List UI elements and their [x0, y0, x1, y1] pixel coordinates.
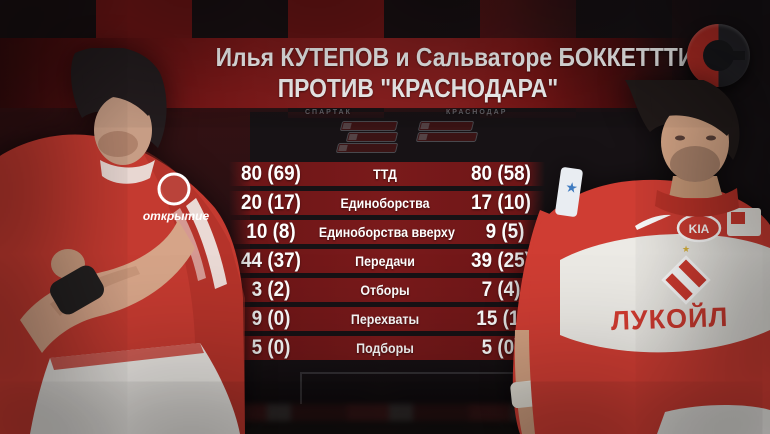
- right-player-value: 17 (10): [471, 191, 531, 214]
- left-player-value: 20 (17): [241, 191, 301, 214]
- hair-fringe: [650, 84, 733, 136]
- home-team-name: СПАРТАК: [305, 109, 352, 116]
- metric-label: Перехваты: [350, 311, 420, 327]
- substitution-badge: [339, 121, 399, 131]
- substitution-badge: [345, 132, 399, 142]
- metric-label: Единоборства: [340, 195, 430, 211]
- left-player-value: 44 (37): [241, 249, 301, 272]
- spartak-badge: [661, 255, 711, 305]
- star-patch-icon: ★: [564, 179, 579, 197]
- substitution-badge: [335, 143, 399, 153]
- player-photo-kutepov: открытие: [0, 48, 245, 434]
- badge-star: ★: [682, 244, 690, 254]
- stat-row-interceptions: 9 (0) Перехваты 15 (1): [229, 307, 545, 331]
- left-player-value: 9 (0): [251, 307, 291, 330]
- shirt-sponsor-text: ЛУКОЙЛ: [610, 301, 729, 336]
- face-shadow: [98, 131, 138, 157]
- face: [94, 95, 152, 165]
- stat-row-aerial-duels: 10 (8) Единоборства вверху 9 (5): [229, 220, 545, 244]
- collar: [655, 188, 739, 217]
- stat-row-passes: 44 (37) Передачи 39 (25): [229, 249, 545, 273]
- player-bocchetti-illustration: ★ KIA ★ ЛУКОЙЛ: [510, 80, 770, 434]
- jersey-hem: [50, 343, 204, 370]
- sleeve-sponsor-text: открытие: [143, 209, 210, 223]
- right-player-value: 80 (58): [471, 162, 531, 185]
- stadium-scoreboard: СПАРТАК КРАСНОДАР: [283, 107, 508, 153]
- chest-band: [560, 234, 770, 353]
- collar: [100, 160, 155, 184]
- stubble: [670, 146, 720, 182]
- otkritie-ring-logo: [157, 172, 191, 206]
- stat-row-recoveries: 5 (0) Подборы 5 (0): [229, 336, 545, 360]
- metric-label: Единоборства вверху: [318, 224, 455, 240]
- left-player-value: 10 (8): [246, 220, 296, 243]
- neck: [669, 176, 723, 198]
- right-player-value: 9 (5): [485, 220, 525, 243]
- championat-logo: [687, 24, 750, 87]
- hair-fringe: [82, 65, 156, 116]
- arm: [20, 220, 195, 353]
- right-player-value: 15 (1): [476, 307, 526, 330]
- title-line-2: ПРОТИВ "КРАСНОДАРА": [277, 73, 559, 103]
- left-player-value: 80 (69): [241, 162, 301, 185]
- metric-label: Передачи: [355, 253, 415, 269]
- eye: [706, 135, 716, 141]
- star-patch: [555, 167, 583, 217]
- metric-label: ТТД: [373, 166, 397, 182]
- eye: [675, 135, 685, 141]
- stat-row-duels: 20 (17) Единоборства 17 (10): [229, 191, 545, 215]
- metric-label: Отборы: [360, 282, 410, 298]
- stat-row-tackles: 3 (2) Отборы 7 (4): [229, 278, 545, 302]
- stat-row-ttd: 80 (69) ТТД 80 (58): [229, 162, 545, 186]
- right-player-value: 7 (4): [481, 278, 521, 301]
- kia-logo-text: KIA: [689, 222, 710, 236]
- stats-table: 80 (69) ТТД 80 (58) 20 (17) Единоборства…: [229, 162, 545, 365]
- sleeve-patch-mark: [731, 212, 745, 224]
- black-wristband: [50, 265, 104, 315]
- player-photo-bocchetti: ★ KIA ★ ЛУКОЙЛ: [465, 80, 770, 434]
- championat-logo-slot: [718, 51, 745, 60]
- sleeve-stripe: [186, 198, 227, 289]
- nike-swoosh-icon: [635, 214, 671, 230]
- player-kutepov-illustration: открытие: [0, 48, 245, 434]
- jersey-shading: [140, 148, 245, 434]
- page-title: Илья КУТЕПОВ и Сальваторе БОККЕТТТИ ПРОТ…: [188, 42, 695, 104]
- left-player-value: 5 (0): [251, 336, 291, 359]
- right-player-value: 5 (0): [481, 336, 521, 359]
- right-player-value: 39 (25): [471, 249, 531, 272]
- metric-label: Подборы: [356, 340, 414, 356]
- title-line-1: Илья КУТЕПОВ и Сальваторе БОККЕТТТИ: [215, 42, 695, 72]
- away-team-name: КРАСНОДАР: [446, 109, 508, 116]
- shorts: [657, 405, 770, 434]
- left-player-value: 3 (2): [251, 278, 291, 301]
